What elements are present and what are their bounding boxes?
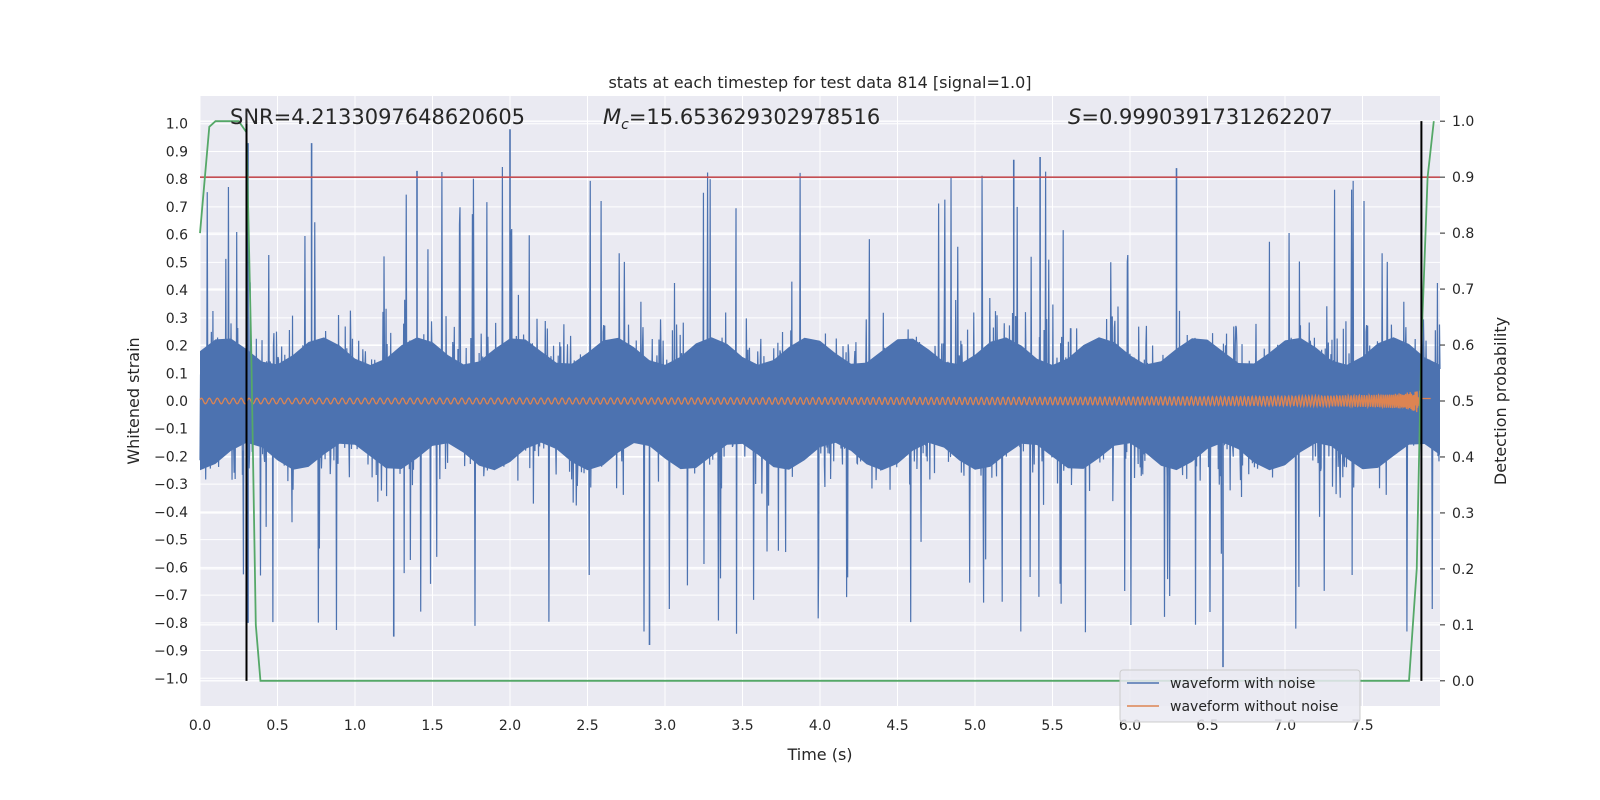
x-tick-label-7: 3.5 [731, 718, 753, 734]
x-tick-label-4: 2.0 [499, 718, 521, 734]
y-tick-label-m0_2: −0.2 [154, 449, 188, 465]
y-tick-label-m0_5: −0.5 [154, 533, 188, 549]
chart-title: stats at each timestep for test data 814… [608, 73, 1031, 92]
y2-axis-label: Detection probability [1491, 317, 1510, 485]
x-tick-label-5: 2.5 [576, 718, 598, 734]
y-tick-label-1_0: 1.0 [166, 117, 188, 133]
noise-peaks [247, 129, 1224, 668]
series-waveform-without-noise [199, 387, 1431, 417]
y2-tick-labels: 1.0 0.9 0.8 0.7 0.6 0.5 0.4 0.3 0.2 0.1 0.0 [1440, 114, 1474, 690]
y-tick-label-0_4: 0.4 [166, 283, 188, 299]
y-tick-label-0_5: 0.5 [166, 255, 188, 271]
y2-tick-label-0_5: 0.5 [1452, 394, 1474, 410]
y-tick-label-m0_9: −0.9 [154, 644, 188, 660]
y2-tick-label-0_4: 0.4 [1452, 450, 1474, 466]
x-tick-label-11: 5.5 [1041, 718, 1063, 734]
y2-tick-label-0_8: 0.8 [1452, 226, 1474, 242]
snr-annotation: SNR=4.2133097648620605 [230, 105, 525, 129]
y2-tick-label-1_0: 1.0 [1452, 114, 1474, 130]
significance-symbol: S [1068, 105, 1081, 129]
legend: waveform with noise waveform without noi… [1119, 669, 1361, 723]
y-tick-label-0_9: 0.9 [166, 144, 188, 160]
chirp-mass-value: =15.653629302978516 [629, 105, 880, 129]
x-tick-label-1: 0.5 [266, 718, 288, 734]
y2-tick-label-0_7: 0.7 [1452, 282, 1474, 298]
chirp-line [199, 387, 1431, 417]
y-tick-label-0_1: 0.1 [166, 366, 188, 382]
significance-annotation: S=0.9990391731262207 [1068, 105, 1333, 129]
y-axis-label: Whitened strain [124, 337, 143, 464]
series-waveform-with-noise [199, 129, 1441, 668]
y-tick-label-0_6: 0.6 [166, 228, 188, 244]
x-tick-label-9: 4.5 [886, 718, 908, 734]
y-tick-label-0_8: 0.8 [166, 172, 188, 188]
y-tick-label-0_2: 0.2 [166, 339, 188, 355]
x-tick-label-2: 1.0 [344, 718, 366, 734]
y-tick-label-m0_8: −0.8 [154, 616, 188, 632]
y2-tick-label-0_6: 0.6 [1452, 338, 1474, 354]
y-tick-label-m0_6: −0.6 [154, 560, 188, 576]
y-tick-label-m1_0: −1.0 [154, 671, 188, 687]
x-tick-label-8: 4.0 [809, 718, 831, 734]
y2-tick-label-0_3: 0.3 [1452, 506, 1474, 522]
y-tick-label-m0_4: −0.4 [154, 505, 188, 521]
marker-lines [245, 121, 1423, 681]
chirp-mass-symbol: M [603, 105, 621, 129]
y-tick-label-0_7: 0.7 [166, 200, 188, 216]
y-tick-label-0_3: 0.3 [166, 311, 188, 327]
y-tick-labels: 1.0 0.9 0.8 0.7 0.6 0.5 0.4 0.3 0.2 0.1 0.0 −0.1 −0.… [154, 117, 188, 688]
noise-core [200, 337, 1440, 471]
x-tick-label-0: 0.0 [189, 718, 211, 734]
y2-tick-label-0_2: 0.2 [1452, 562, 1474, 578]
legend-box [1119, 669, 1361, 723]
x-axis-label: Time (s) [786, 745, 852, 764]
detection-probability-line [199, 120, 1435, 682]
x-tick-label-3: 1.5 [421, 718, 443, 734]
legend-label-waveform-without-noise: waveform without noise [1170, 699, 1338, 715]
legend-label-waveform-with-noise: waveform with noise [1170, 676, 1315, 692]
y-tick-label-m0_3: −0.3 [154, 477, 188, 493]
y-tick-label-m0_7: −0.7 [154, 588, 188, 604]
y2-tick-label-0_1: 0.1 [1452, 618, 1474, 634]
significance-value: =0.9990391731262207 [1081, 105, 1332, 129]
y-tick-label-m0_1: −0.1 [154, 422, 188, 438]
chirp-mass-annotation: Mc=15.653629302978516 [603, 105, 880, 133]
x-tick-label-6: 3.0 [654, 718, 676, 734]
y2-tick-label-0_0: 0.0 [1452, 674, 1474, 690]
y-tick-label-0_0: 0.0 [166, 394, 188, 410]
chirp-mass-subscript: c [621, 117, 629, 133]
y2-tick-label-0_9: 0.9 [1452, 170, 1474, 186]
x-tick-label-10: 5.0 [964, 718, 986, 734]
series-detection-probability [199, 120, 1435, 682]
